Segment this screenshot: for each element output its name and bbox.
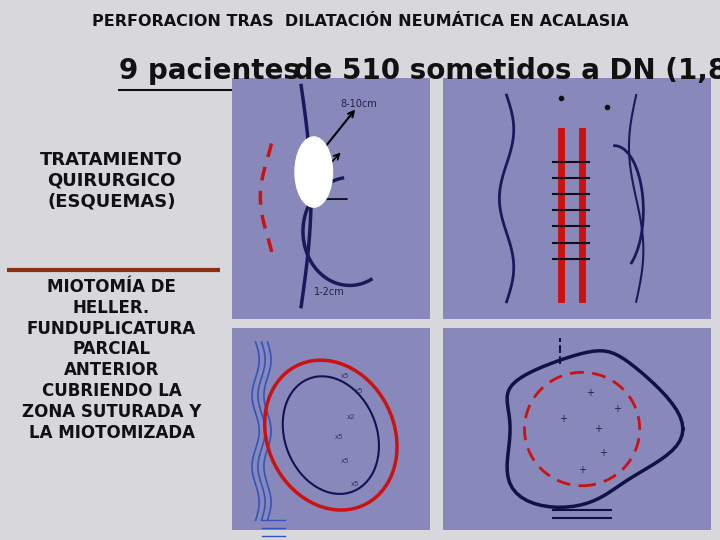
Text: x5: x5 <box>341 458 349 464</box>
Text: TRATAMIENTO
QUIRURGICO
(ESQUEMAS): TRATAMIENTO QUIRURGICO (ESQUEMAS) <box>40 151 183 211</box>
Text: de 510 sometidos a DN (1,8%): de 510 sometidos a DN (1,8%) <box>284 57 720 85</box>
Text: +: + <box>600 448 608 458</box>
Text: x5: x5 <box>341 373 349 380</box>
Text: +: + <box>594 424 602 434</box>
Bar <box>443 328 711 530</box>
Text: +: + <box>586 388 594 397</box>
Text: +: + <box>613 404 621 414</box>
Text: x2: x2 <box>347 414 355 420</box>
Ellipse shape <box>295 137 333 207</box>
Bar <box>443 78 711 319</box>
Text: x5: x5 <box>351 481 359 487</box>
Bar <box>232 78 430 319</box>
Text: MIOTOMÍA DE
HELLER.
FUNDUPLICATURA
PARCIAL
ANTERIOR
CUBRIENDO LA
ZONA SUTURADA Y: MIOTOMÍA DE HELLER. FUNDUPLICATURA PARCI… <box>22 278 202 442</box>
Text: 8-10cm: 8-10cm <box>341 99 377 109</box>
Text: PERFORACION TRAS  DILATACIÓN NEUMÁTICA EN ACALASIA: PERFORACION TRAS DILATACIÓN NEUMÁTICA EN… <box>91 14 629 29</box>
Text: 9 pacientes: 9 pacientes <box>119 57 300 85</box>
Text: +: + <box>578 464 586 475</box>
Text: x5: x5 <box>335 434 343 440</box>
Bar <box>232 328 430 530</box>
Text: +: + <box>559 414 567 424</box>
Text: x5: x5 <box>355 388 363 394</box>
Text: 1-2cm: 1-2cm <box>314 287 344 296</box>
